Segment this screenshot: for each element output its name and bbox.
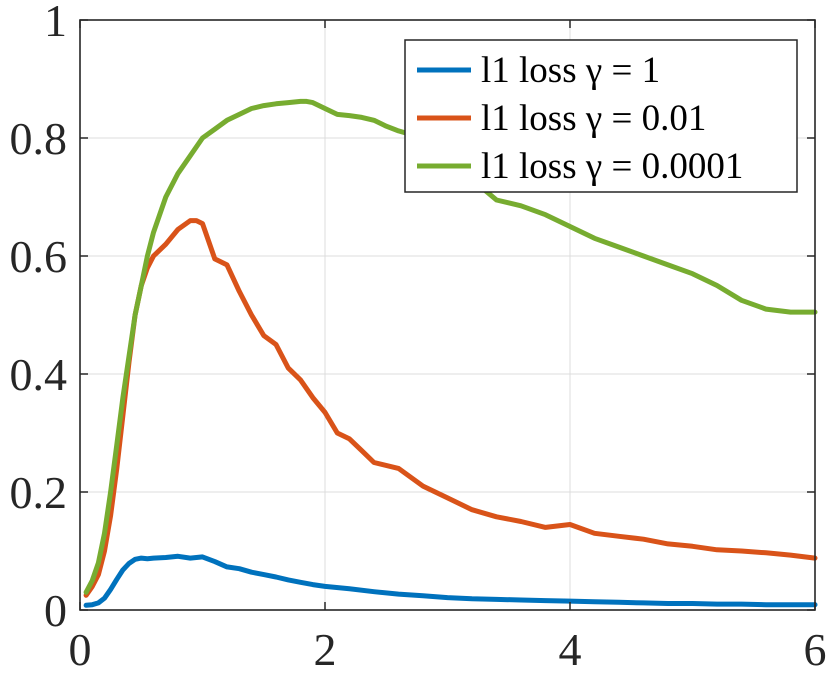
- x-tick-label-0: 0: [69, 624, 92, 674]
- series-line-1: [83, 218, 818, 598]
- x-tick-label-3: 6: [804, 624, 827, 674]
- legend-label-0: l1 loss γ = 1: [481, 50, 660, 91]
- legend-label-1: l1 loss γ = 0.01: [481, 98, 706, 139]
- x-tick-label-2: 4: [559, 624, 582, 674]
- series-line-2: [83, 98, 818, 595]
- y-tick-label-4: 0.8: [10, 113, 68, 164]
- y-tick-label-0: 0: [44, 585, 67, 636]
- series-line-0: [83, 553, 818, 608]
- y-tick-label-1: 0.2: [10, 467, 68, 518]
- y-tick-label-5: 1: [44, 0, 67, 46]
- legend: l1 loss γ = 1 l1 loss γ = 0.01 l1 loss γ =…: [404, 39, 798, 193]
- y-tick-label-2: 0.4: [10, 349, 68, 400]
- series-lines: [83, 98, 818, 608]
- y-axis-ticks: 0 0.2 0.4 0.6 0.8 1: [10, 0, 815, 636]
- y-tick-label-3: 0.6: [10, 231, 68, 282]
- plot-area-frame: [79, 19, 816, 611]
- x-axis-ticks: 0 2 4 6: [69, 20, 827, 674]
- legend-label-2: l1 loss γ = 0.0001: [481, 146, 743, 187]
- x-tick-label-1: 2: [314, 624, 337, 674]
